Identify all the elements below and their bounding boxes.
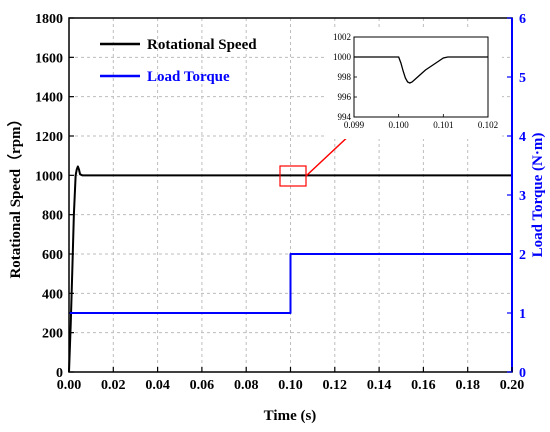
inset-y-tick-label: 1002	[333, 32, 351, 42]
legend: Rotational Speed Load Torque	[100, 37, 257, 85]
y-axis-title-left: Rotational Speed（rpm）	[6, 111, 24, 278]
inset-x-tick-label: 0.101	[433, 120, 453, 130]
y-left-tick-label: 1000	[35, 169, 63, 184]
x-tick-label: 0.12	[323, 378, 348, 393]
series-line-load-torque	[69, 253, 512, 314]
zoom-arrow	[305, 131, 354, 177]
x-tick-label: 0.18	[455, 378, 480, 393]
legend-label-rotational-speed: Rotational Speed	[147, 37, 257, 53]
y-left-tick-label: 1800	[35, 12, 63, 27]
y-left-tick-label: 1200	[35, 130, 63, 145]
y-left-tick-label: 800	[42, 209, 63, 224]
inset-x-tick-label: 0.100	[389, 120, 410, 130]
series-layer	[68, 165, 512, 373]
x-tick-label: 0.04	[145, 378, 170, 393]
x-tick-label: 0.08	[234, 378, 259, 393]
y-right-tick-label: 0	[519, 366, 526, 381]
inset-y-tick-label: 994	[338, 112, 352, 122]
series-line-rotational-speed	[68, 165, 512, 373]
y-right-tick-label: 1	[519, 307, 526, 322]
inset-series-line	[354, 56, 488, 84]
y-left-tick-label: 200	[42, 327, 63, 342]
inset-x-tick-label: 0.099	[344, 120, 365, 130]
x-tick-label: 0.16	[411, 378, 436, 393]
inset-x-tick-label: 0.102	[478, 120, 498, 130]
x-tick-label: 0.14	[367, 378, 392, 393]
axes: 0.00 0.02 0.04 0.06 0.08 0.10 0.12 0.14 0.16 0.18…	[35, 12, 526, 393]
inset-y-tick-label: 1000	[333, 52, 352, 62]
inset-chart: 0.099 0.100 0.101 0.102 994 996 998 1000 1002	[324, 27, 502, 139]
y-right-tick-label: 2	[519, 248, 526, 263]
inset-y-tick-label: 996	[338, 92, 352, 102]
y-left-tick-label: 600	[42, 248, 63, 263]
x-tick-label: 0.06	[190, 378, 215, 393]
y-right-tick-label: 4	[519, 130, 526, 145]
x-tick-label: 0.02	[101, 378, 126, 393]
inset-y-tick-label: 998	[338, 72, 352, 82]
x-tick-label: 0.00	[57, 378, 82, 393]
x-tick-label: 0.20	[500, 378, 525, 393]
legend-label-load-torque: Load Torque	[147, 69, 230, 85]
y-left-tick-label: 1400	[35, 91, 63, 106]
y-right-tick-label: 6	[519, 12, 526, 27]
x-axis-title: Time (s)	[264, 408, 317, 424]
y-right-tick-label: 3	[519, 189, 526, 204]
y-axis-title-right: Load Torque (N·m)	[530, 133, 546, 258]
y-right-tick-label: 5	[519, 71, 526, 86]
y-left-tick-label: 0	[56, 366, 63, 381]
y-left-tick-label: 1600	[35, 51, 63, 66]
y-left-tick-label: 400	[42, 287, 63, 302]
x-tick-label: 0.10	[278, 378, 303, 393]
